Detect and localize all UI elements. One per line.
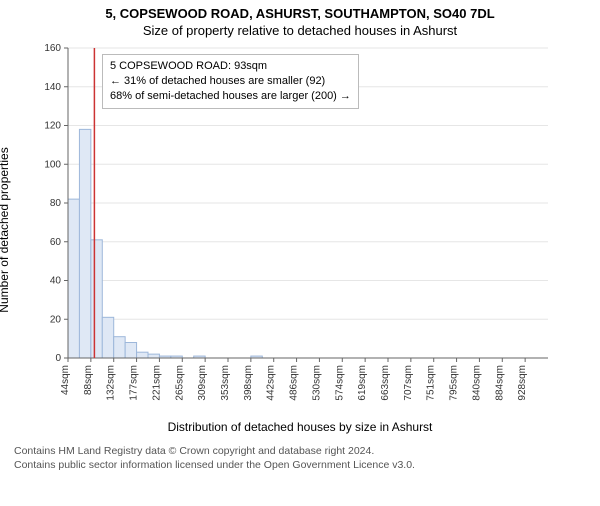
svg-text:20: 20: [50, 314, 62, 325]
svg-text:88sqm: 88sqm: [83, 365, 94, 395]
svg-text:751sqm: 751sqm: [426, 365, 437, 401]
annotation-line-1: 5 COPSEWOOD ROAD: 93sqm: [110, 59, 351, 74]
svg-text:707sqm: 707sqm: [403, 365, 414, 401]
svg-text:442sqm: 442sqm: [266, 365, 277, 401]
svg-text:619sqm: 619sqm: [357, 365, 368, 401]
svg-text:795sqm: 795sqm: [449, 365, 460, 401]
footer-line-2: Contains public sector information licen…: [14, 458, 586, 472]
svg-text:140: 140: [44, 82, 61, 93]
svg-text:353sqm: 353sqm: [220, 365, 231, 401]
y-axis-label: Number of detached properties: [0, 147, 11, 312]
svg-text:80: 80: [50, 198, 62, 209]
svg-text:663sqm: 663sqm: [380, 365, 391, 401]
x-axis-label: Distribution of detached houses by size …: [0, 420, 600, 434]
svg-text:265sqm: 265sqm: [174, 365, 185, 401]
svg-text:100: 100: [44, 159, 61, 170]
svg-text:840sqm: 840sqm: [471, 365, 482, 401]
svg-text:160: 160: [44, 43, 61, 54]
svg-text:928sqm: 928sqm: [517, 365, 528, 401]
annotation-box: 5 COPSEWOOD ROAD: 93sqm ← 31% of detache…: [102, 54, 359, 109]
svg-text:309sqm: 309sqm: [197, 365, 208, 401]
svg-text:574sqm: 574sqm: [334, 365, 345, 401]
annotation-line-3: 68% of semi-detached houses are larger (…: [110, 89, 351, 104]
page-title-address: 5, COPSEWOOD ROAD, ASHURST, SOUTHAMPTON,…: [0, 6, 600, 21]
svg-text:132sqm: 132sqm: [106, 365, 117, 401]
page-subtitle: Size of property relative to detached ho…: [0, 23, 600, 38]
histogram-chart: Number of detached properties 0204060801…: [12, 42, 588, 418]
svg-text:44sqm: 44sqm: [60, 365, 71, 395]
svg-text:0: 0: [55, 353, 61, 364]
svg-text:884sqm: 884sqm: [494, 365, 505, 401]
footer-line-1: Contains HM Land Registry data © Crown c…: [14, 444, 586, 458]
svg-text:60: 60: [50, 237, 62, 248]
svg-text:486sqm: 486sqm: [289, 365, 300, 401]
svg-text:120: 120: [44, 121, 61, 132]
svg-text:40: 40: [50, 276, 62, 287]
annotation-line-2: ← 31% of detached houses are smaller (92…: [110, 74, 351, 89]
svg-text:221sqm: 221sqm: [151, 365, 162, 401]
svg-text:177sqm: 177sqm: [129, 365, 140, 401]
svg-text:398sqm: 398sqm: [243, 365, 254, 401]
footer-attribution: Contains HM Land Registry data © Crown c…: [14, 444, 586, 472]
svg-text:530sqm: 530sqm: [311, 365, 322, 401]
